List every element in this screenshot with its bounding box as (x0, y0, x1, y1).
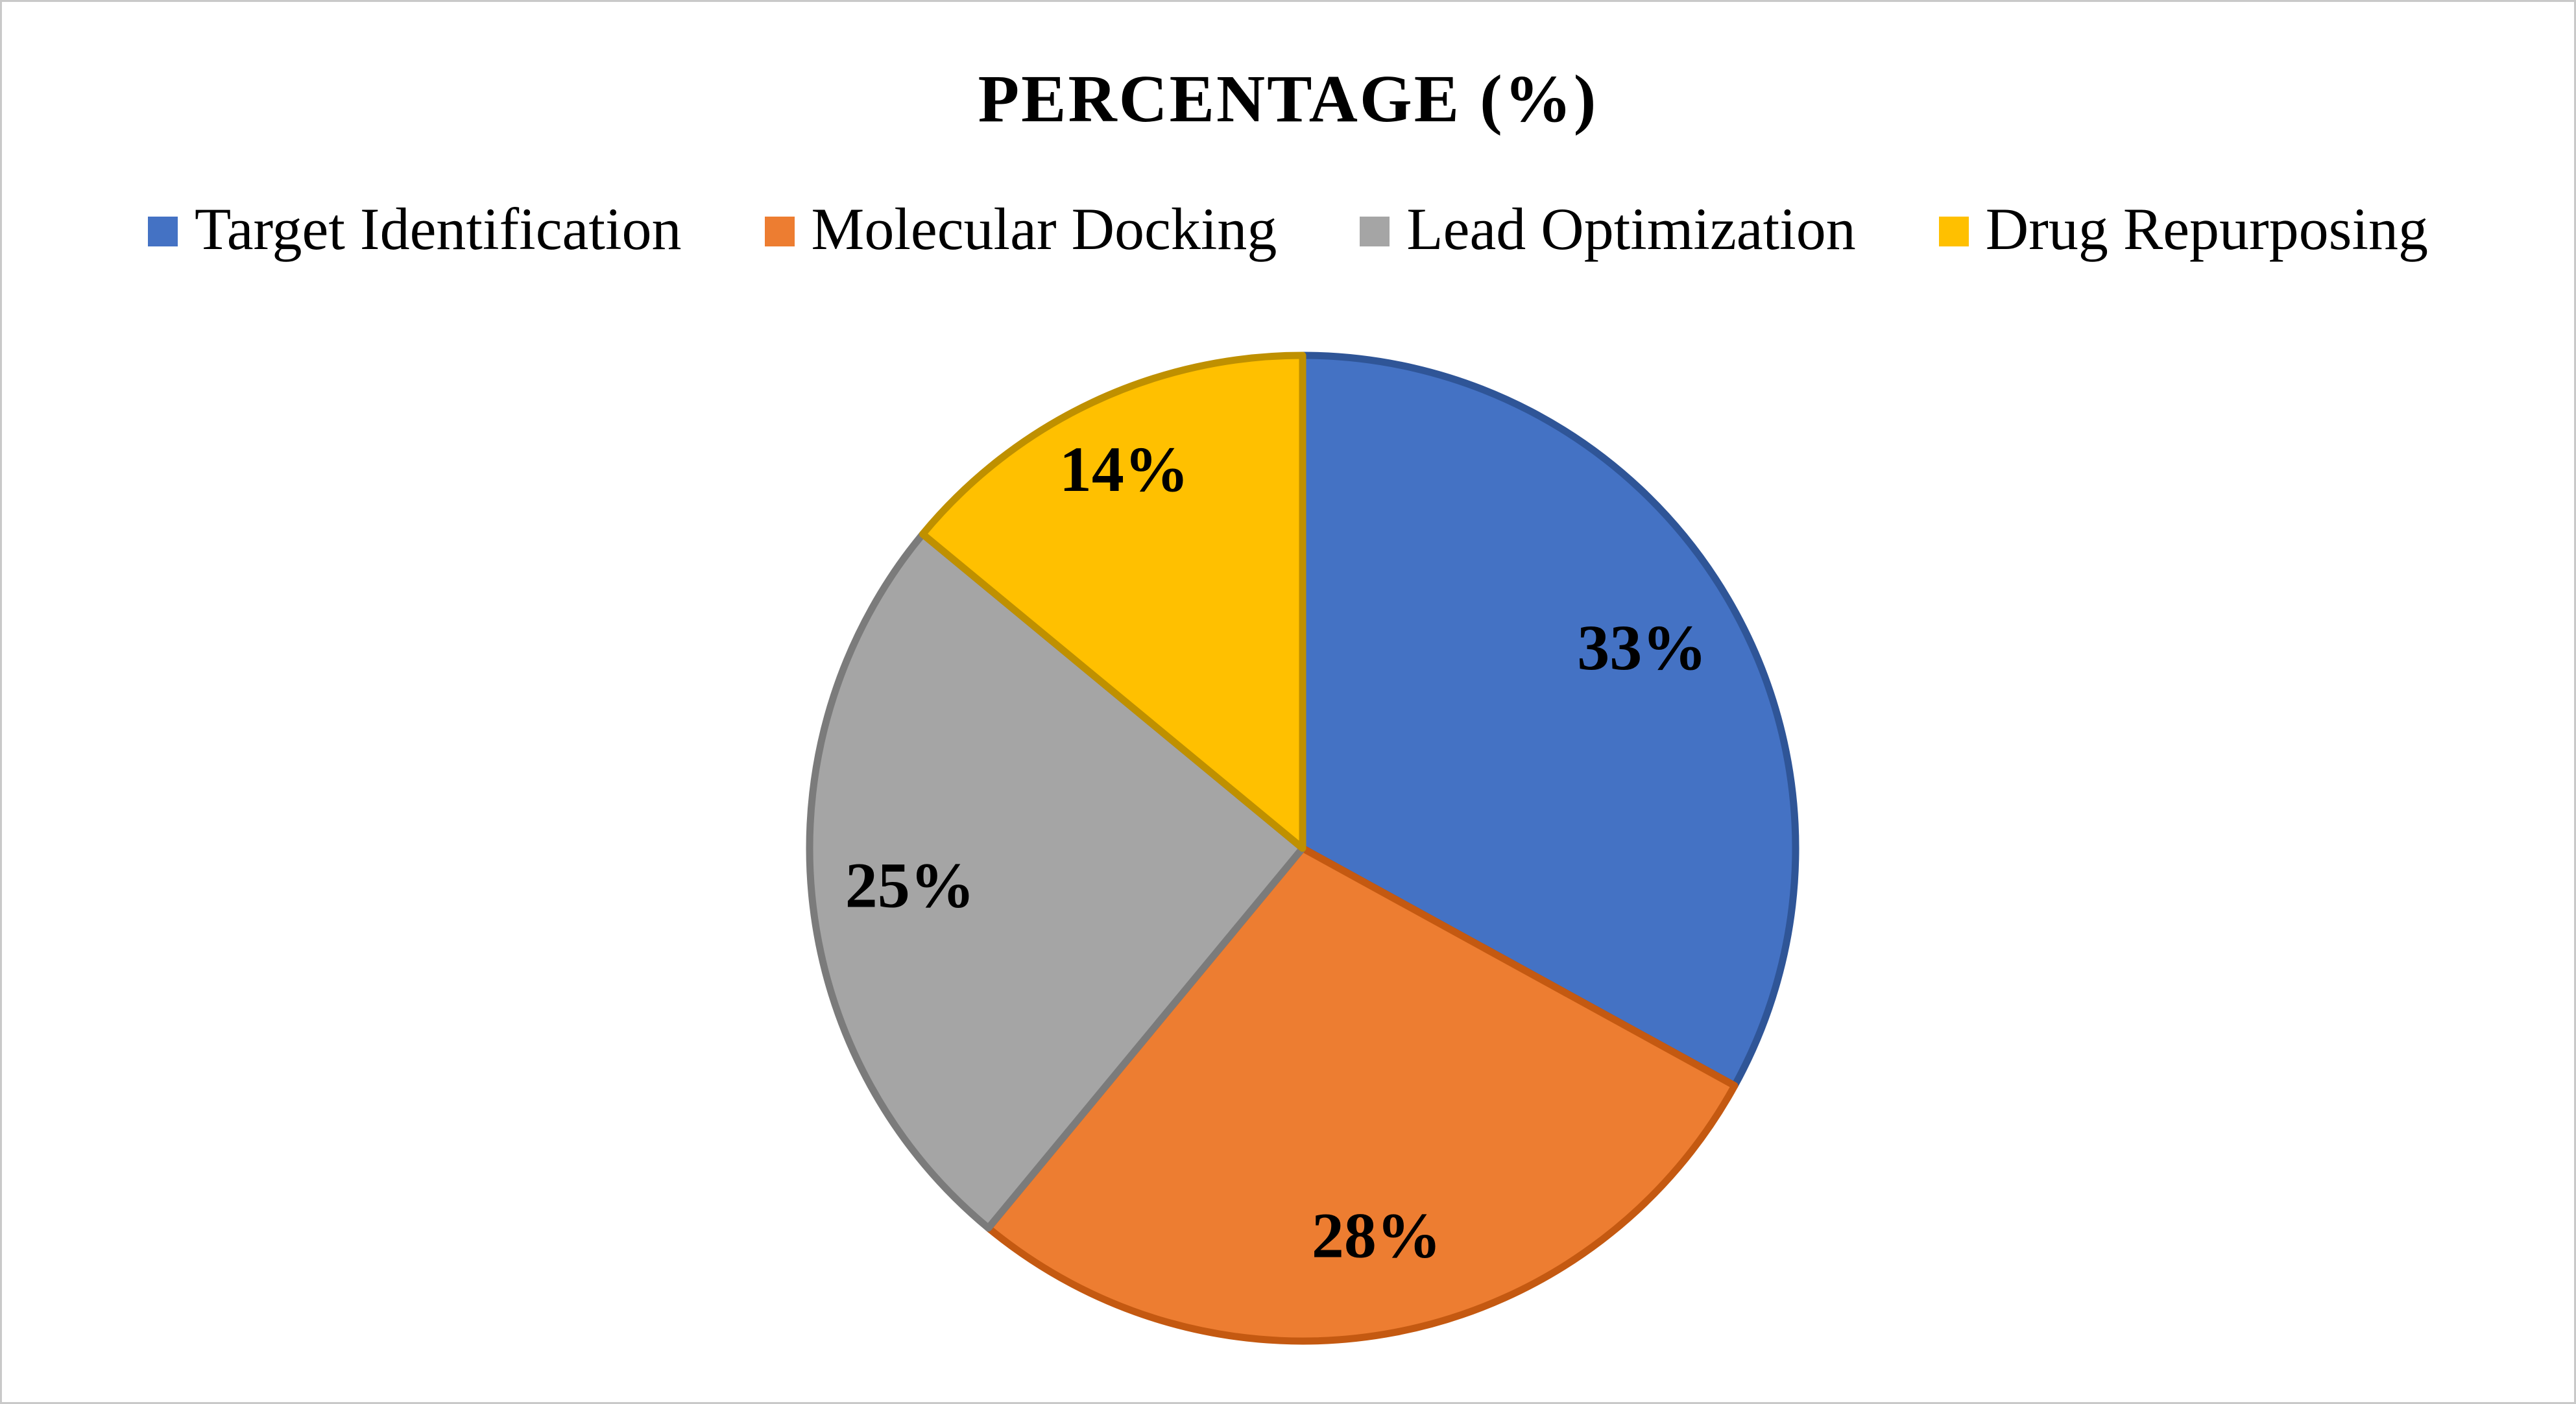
pie-slice-data-label: 28% (1312, 1200, 1441, 1272)
pie-slice-data-label: 33% (1577, 612, 1707, 684)
chart-legend: Target Identification Molecular Docking … (2, 196, 2574, 262)
pie-slice-lead-optimization (806, 530, 1306, 1232)
legend-swatch-icon (764, 216, 795, 246)
legend-item-target-identification: Target Identification (147, 196, 682, 262)
legend-item-molecular-docking: Molecular Docking (764, 196, 1277, 262)
pie-chart: 33% 28% 25% 14% (806, 351, 1800, 1345)
legend-label: Lead Optimization (1406, 196, 1856, 262)
pie-chart-plot-area: 33% 28% 25% 14% (2, 294, 2576, 1404)
pie-slice-drug-repurposing (919, 351, 1306, 852)
legend-swatch-icon (147, 216, 178, 246)
pie-slice-data-label: 25% (845, 850, 975, 922)
legend-item-drug-repurposing: Drug Repurposing (1938, 196, 2429, 262)
legend-swatch-icon (1938, 216, 1969, 246)
pie-slice-molecular-docking (985, 844, 1739, 1345)
pie-slice-target-identification (1299, 351, 1800, 1089)
chart-title: PERCENTAGE (%) (978, 62, 1598, 136)
legend-label: Target Identification (194, 196, 682, 262)
legend-label: Drug Repurposing (1985, 196, 2429, 262)
legend-swatch-icon (1360, 216, 1390, 246)
legend-item-lead-optimization: Lead Optimization (1360, 196, 1856, 262)
pie-slice-data-label: 14% (1059, 433, 1189, 505)
legend-label: Molecular Docking (811, 196, 1277, 262)
